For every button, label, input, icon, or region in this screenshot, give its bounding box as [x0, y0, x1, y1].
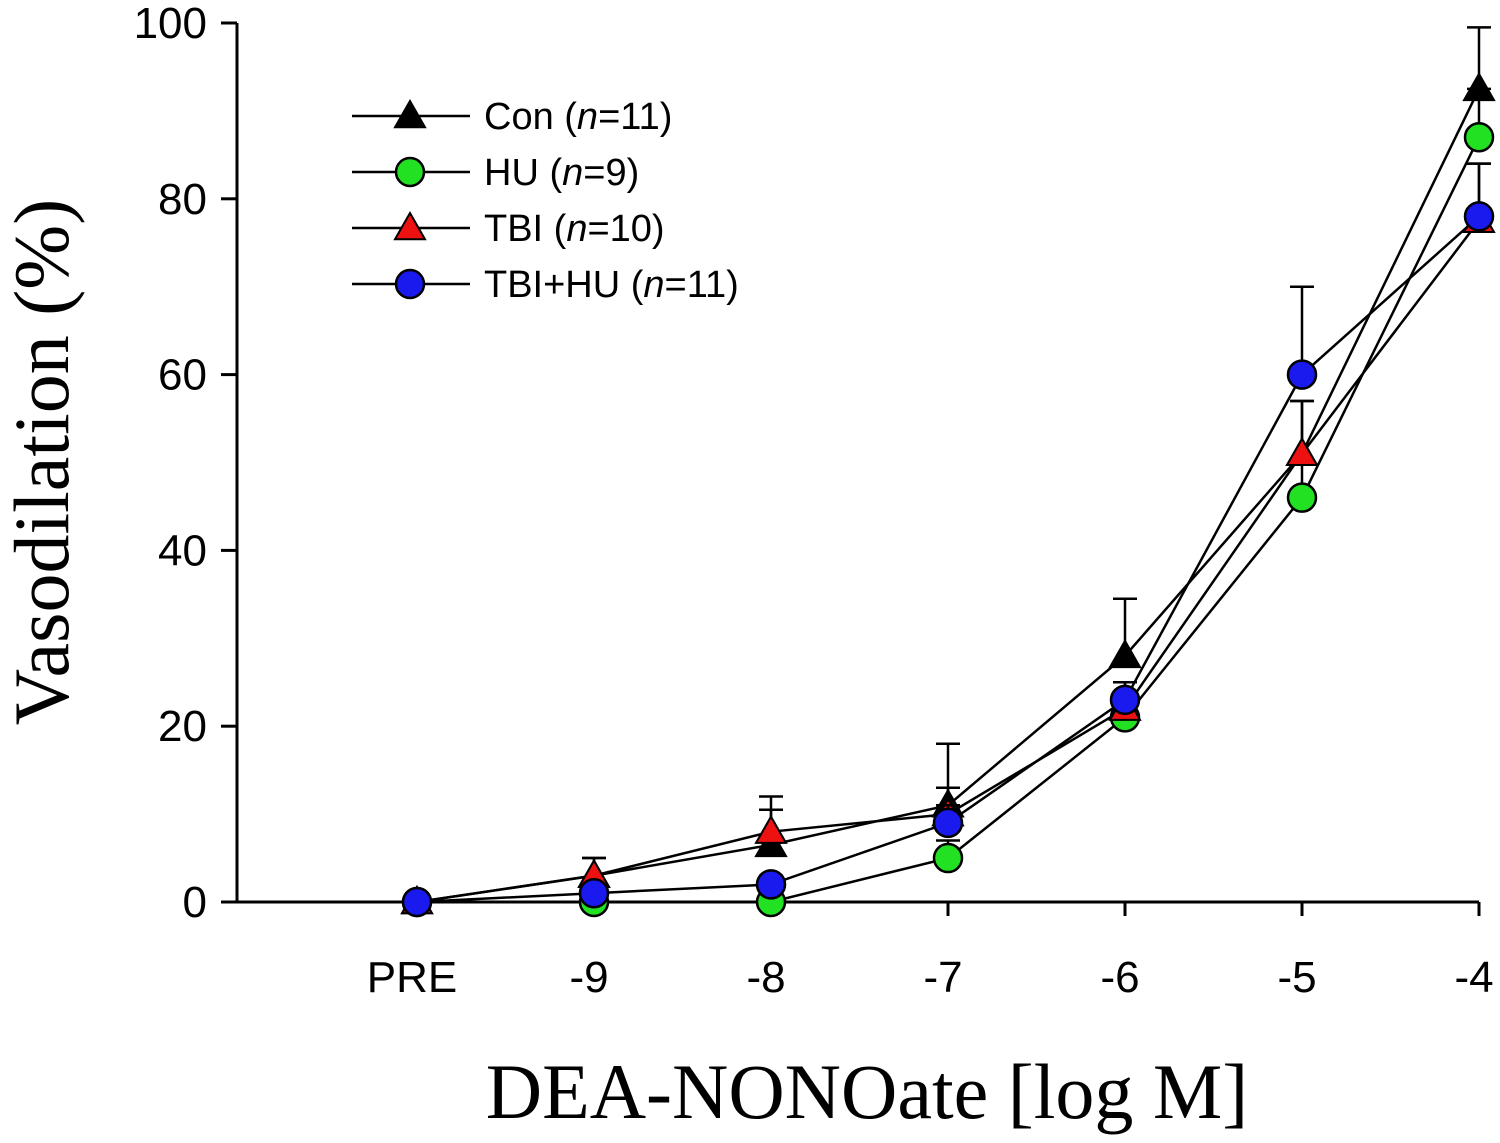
data-point — [578, 877, 610, 909]
data-point — [1108, 638, 1142, 669]
data-point — [401, 886, 433, 918]
x-tick-label: -7 — [923, 953, 962, 1002]
legend-item-1: HU (n=9) — [352, 152, 639, 194]
legend-item-0: Con (n=11) — [352, 96, 672, 138]
x-axis-title: DEA-NONOate [log M] — [486, 1048, 1248, 1135]
data-point — [1463, 122, 1495, 153]
x-tick-label: -9 — [569, 953, 608, 1002]
x-tick-label: -4 — [1454, 953, 1493, 1002]
y-tick-label: 100 — [134, 0, 207, 48]
y-tick-label: 20 — [158, 702, 207, 751]
legend-marker — [393, 98, 427, 129]
series-3 — [401, 162, 1495, 918]
legend-marker — [394, 268, 426, 300]
y-tick-label: 60 — [158, 351, 207, 400]
data-point — [1286, 359, 1318, 390]
legend-label: TBI+HU (n=11) — [484, 264, 739, 306]
x-tick-label: -5 — [1277, 953, 1316, 1002]
legend-label: Con (n=11) — [484, 96, 672, 138]
y-tick-label: 80 — [158, 175, 207, 224]
data-point — [754, 814, 788, 844]
x-tick-label: PRE — [367, 953, 457, 1002]
legend-item-2: TBI (n=10) — [352, 208, 665, 250]
x-tick-label: -6 — [1100, 953, 1139, 1002]
data-point — [932, 842, 964, 874]
data-point — [755, 869, 787, 900]
data-point — [1285, 436, 1319, 466]
legend-marker — [393, 210, 427, 241]
data-point — [1109, 684, 1141, 716]
x-tick-label: -8 — [746, 953, 785, 1002]
legend-marker — [394, 156, 426, 188]
legend-label: TBI (n=10) — [484, 208, 665, 250]
legend-item-3: TBI+HU (n=11) — [352, 264, 739, 306]
y-tick-label: 40 — [158, 526, 207, 575]
y-axis-title: Vasodilation (%) — [0, 199, 85, 725]
axes: 0 20 40 60 80 100 PRE -9 -8 -7 -6 -5 -4 — [134, 0, 1494, 1002]
series-layer — [400, 26, 1496, 918]
data-point — [1286, 482, 1318, 513]
legend-label: HU (n=9) — [484, 152, 639, 194]
legend: Con (n=11) HU (n=9) TBI (n=10) TBI+HU (n=11… — [352, 96, 739, 306]
y-tick-label: 0 — [183, 878, 207, 927]
data-point — [1463, 201, 1495, 232]
data-point — [932, 807, 964, 839]
